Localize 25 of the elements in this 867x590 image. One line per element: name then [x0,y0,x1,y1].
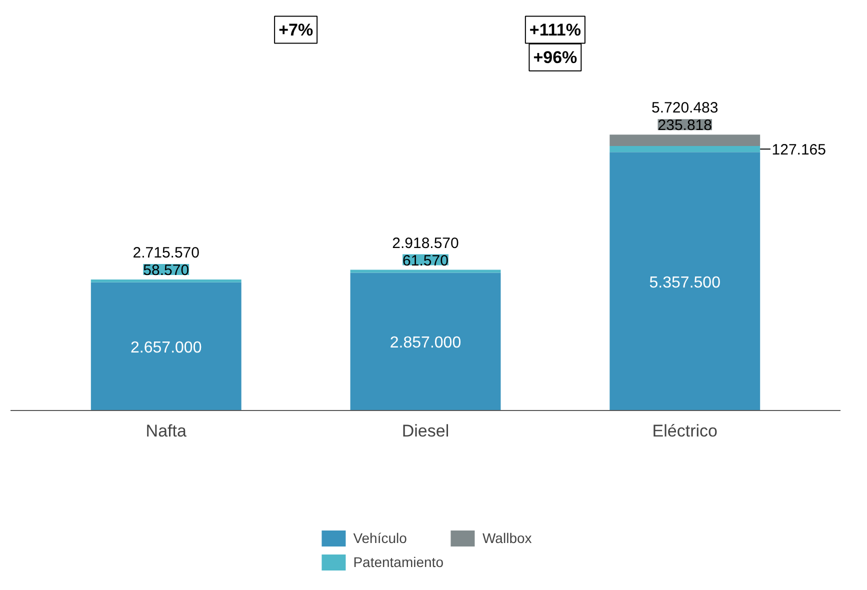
data-label: 2.857.000 [390,334,462,352]
bar [90,282,242,410]
data-label: 127.165 [772,142,826,159]
total-label: 5.720.483 [652,100,718,117]
x-tick-label: Diesel [402,422,450,440]
bar [610,152,760,410]
data-label: 5.357.500 [649,274,721,292]
legend-label: Patentamiento [353,554,444,570]
bar [610,134,760,146]
data-label: 58.570 [143,262,190,280]
legend-label: Wallbox [482,530,532,546]
text: +111% [529,20,581,40]
data-label: 235.818 [658,117,712,134]
legend-label: Vehículo [353,530,407,546]
total-label: 2.715.570 [132,244,200,262]
x-tick-label: Eléctrico [652,422,718,440]
bar [90,280,242,282]
x-tick-label: Nafta [146,422,187,440]
bar [610,146,760,152]
total-label: 2.918.570 [392,234,459,252]
data-label: 61.570 [402,252,448,270]
bar [350,272,501,410]
data-label: 2.657.000 [130,339,202,356]
text: +96% [533,48,578,67]
text: +7% [278,20,314,40]
